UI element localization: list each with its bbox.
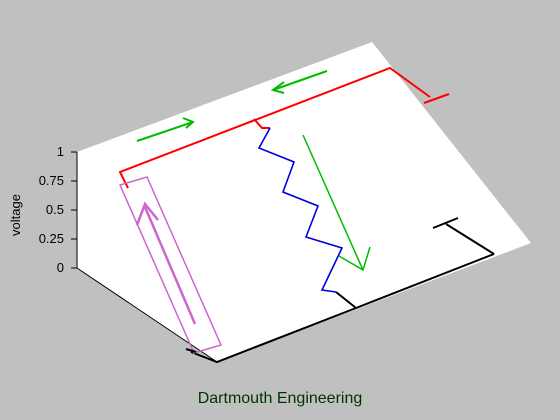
tick-label-05: 0.5: [46, 202, 64, 217]
ground-wire-right-lead: [432, 217, 459, 229]
high-voltage-resistor-lead: [253, 118, 270, 129]
current-arrow-left-shaft: [136, 121, 194, 142]
current-arrow-top-head: [270, 81, 285, 94]
battery-voltage-arrow-shaft: [143, 206, 197, 325]
current-arrow-left-head: [182, 117, 195, 129]
voltage-axis-label: voltage: [8, 194, 23, 236]
tick-label-0: 0: [57, 260, 64, 275]
high-voltage-right-lead: [423, 93, 450, 104]
axis-ticks: [71, 151, 77, 269]
ground-wire: [190, 253, 495, 364]
resistor-zigzag: [257, 127, 344, 293]
tick-label-075: 0.75: [39, 173, 64, 188]
footer-credit: Dartmouth Engineering: [197, 390, 363, 407]
ground-wire-right-drop: [445, 223, 495, 255]
battery-voltage-arrow-head: [135, 201, 159, 226]
current-arrow-drop-head: [338, 246, 371, 272]
tick-label-025: 0.25: [39, 231, 64, 246]
current-arrow-top-shaft: [272, 70, 328, 91]
battery-bottom-lead: [185, 348, 197, 353]
current-arrow-drop-shaft: [302, 134, 364, 271]
battery-source: [118, 176, 223, 354]
plane-front-edge: [76, 267, 218, 363]
ground-wire-resistor-lead: [335, 291, 357, 309]
tick-label-1: 1: [57, 144, 64, 159]
